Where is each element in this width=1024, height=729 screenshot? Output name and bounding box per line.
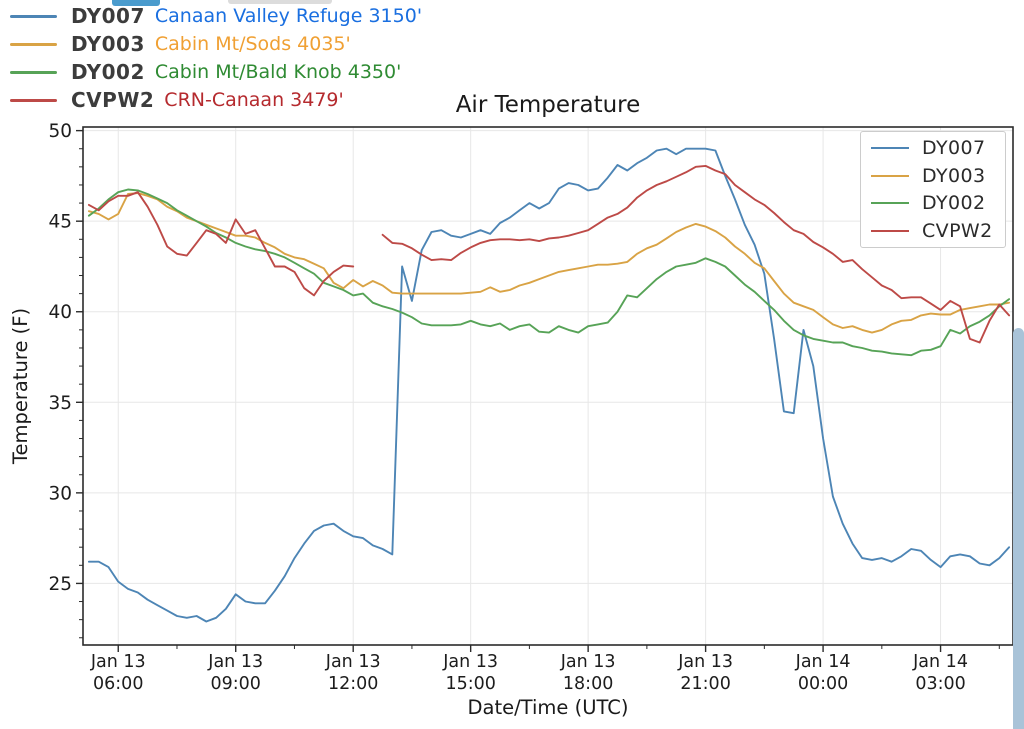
scrollbar-thumb[interactable] [1013,328,1024,729]
station-id: DY003 [71,32,145,56]
header-legend-row-cvpw2: CVPW2 CRN-Canaan 3479' [10,87,344,113]
x-tick-label-time: 18:00 [563,674,613,694]
station-id: DY007 [71,4,145,28]
cvpw2-legend-line-icon [871,230,909,233]
gridlines [83,127,1013,645]
dy003-legend-line-icon [871,174,909,177]
legend-item-dy007: DY007 [861,137,1005,159]
y-axis-label: Temperature (F) [9,308,32,465]
x-tick-label-time: 09:00 [210,674,260,694]
dy007-legend-line-icon [871,146,909,149]
x-tick-label-time: 03:00 [915,674,965,694]
header-legend-row-dy007: DY007 Canaan Valley Refuge 3150' [10,3,422,29]
x-tick-label-time: 00:00 [798,674,848,694]
x-tick-label-date: Jan 14 [795,652,851,672]
y-tick-label: 40 [48,302,72,323]
y-tick-label: 35 [48,393,72,414]
top-edge-blue-fragment [112,0,160,6]
x-tick-label-date: Jan 13 [677,652,733,672]
x-tick-label-date: Jan 14 [912,652,968,672]
legend-label: CVPW2 [922,220,993,243]
x-tick-label-date: Jan 13 [325,652,381,672]
series-line-dy007 [87,147,1011,623]
legend-label: DY007 [922,136,986,159]
x-tick-label-time: 06:00 [93,674,143,694]
dy003-line-sample-icon [10,42,57,46]
y-tick-label: 50 [48,121,72,142]
cvpw2-line-sample-icon [10,98,57,102]
dy007-line-sample-icon [10,14,57,18]
y-tick-label: 45 [48,212,72,233]
station-id: CVPW2 [71,88,155,112]
station-desc: Cabin Mt/Bald Knob 4350' [154,61,402,83]
station-desc: CRN-Canaan 3479' [164,89,344,111]
x-tick-label-date: Jan 13 [207,652,263,672]
x-tick-label-time: 21:00 [680,674,730,694]
data-series [87,147,1011,623]
legend-item-cvpw2: CVPW2 [861,220,1005,242]
header-legend-row-dy002: DY002 Cabin Mt/Bald Knob 4350' [10,59,401,85]
x-axis-label: Date/Time (UTC) [468,696,629,719]
x-tick-label-time: 15:00 [445,674,495,694]
x-tick-label-date: Jan 13 [560,652,616,672]
station-desc: Canaan Valley Refuge 3150' [154,5,423,27]
top-edge-gray-fragment [228,0,332,4]
station-id: DY002 [71,60,145,84]
legend-label: DY002 [922,192,986,215]
x-tick-label-date: Jan 13 [90,652,146,672]
series-line-dy002 [87,188,1011,357]
dy002-legend-line-icon [871,202,909,205]
legend-label: DY003 [922,164,986,187]
chart-title: Air Temperature [456,92,641,118]
plot-legend: DY007 DY003 DY002 CVPW2 [860,131,1006,248]
x-tick-label-date: Jan 13 [442,652,498,672]
legend-item-dy002: DY002 [861,192,1005,214]
y-tick-label: 25 [48,574,72,595]
header-legend-row-dy003: DY003 Cabin Mt/Sods 4035' [10,31,351,57]
x-tick-label-time: 12:00 [328,674,378,694]
legend-item-dy003: DY003 [861,165,1005,187]
dy002-line-sample-icon [10,70,57,74]
y-tick-label: 30 [48,483,72,504]
series-line-dy003 [87,192,1011,334]
station-desc: Cabin Mt/Sods 4035' [154,33,351,55]
series-line-cvpw2 [87,164,1011,344]
